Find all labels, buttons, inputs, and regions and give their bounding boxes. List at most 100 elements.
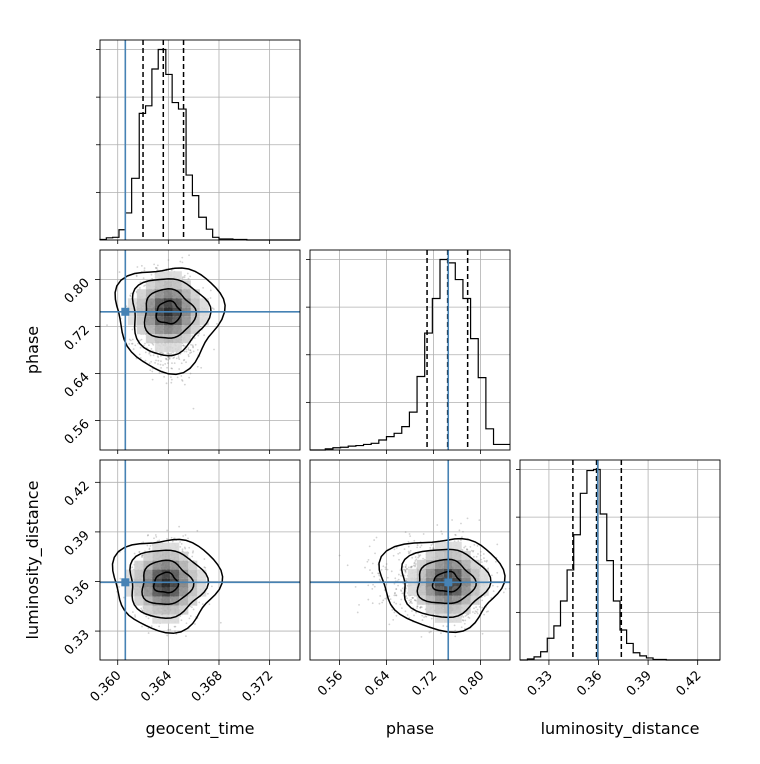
sample-point	[407, 540, 410, 543]
sample-point	[442, 625, 445, 627]
density-cell	[181, 298, 191, 308]
sample-point	[200, 366, 203, 369]
sample-point	[178, 358, 181, 361]
sample-point	[133, 552, 136, 555]
density-cell	[425, 568, 435, 578]
sample-point	[181, 277, 184, 279]
sample-point	[384, 597, 387, 600]
sample-point	[384, 566, 387, 569]
sample-point	[209, 297, 212, 299]
sample-point	[386, 576, 389, 579]
sample-point	[147, 534, 150, 536]
sample-point	[168, 357, 171, 360]
sample-point	[407, 545, 410, 548]
density-cell	[197, 578, 207, 588]
sample-point	[372, 583, 374, 586]
sample-point	[185, 635, 187, 638]
sample-point	[408, 599, 411, 602]
density-cell	[134, 560, 144, 570]
sample-point	[398, 558, 400, 561]
sample-point	[187, 353, 190, 356]
density-cell	[170, 560, 180, 570]
sample-point	[478, 606, 481, 608]
density-cell	[181, 316, 191, 326]
sample-point	[139, 346, 142, 349]
sample-point	[189, 605, 192, 608]
sample-point	[181, 550, 184, 552]
sample-point	[166, 538, 168, 540]
sample-point	[144, 284, 147, 287]
sample-point	[181, 379, 184, 382]
truth-marker	[121, 307, 130, 316]
density-cell	[197, 587, 207, 597]
sample-point	[375, 536, 378, 539]
sample-point	[472, 549, 475, 552]
sample-point	[404, 531, 407, 533]
sample-point	[382, 599, 385, 602]
density-cell	[470, 568, 480, 578]
sample-point	[393, 594, 396, 597]
sample-point	[422, 533, 425, 535]
density-cell	[154, 343, 164, 353]
sample-point	[473, 607, 475, 610]
sample-point	[485, 610, 488, 613]
density-cell	[190, 298, 200, 308]
sample-point	[412, 597, 415, 599]
sample-point	[393, 601, 396, 604]
sample-point	[473, 543, 476, 546]
sample-point	[457, 540, 460, 543]
sample-point	[166, 352, 169, 355]
sample-point	[496, 585, 499, 588]
sample-point	[208, 603, 211, 606]
sample-point	[400, 590, 403, 593]
density-cell	[452, 568, 462, 578]
sample-point	[106, 324, 108, 326]
sample-point	[419, 606, 422, 609]
sample-point	[393, 592, 396, 595]
sample-point	[405, 595, 407, 597]
sample-point	[338, 554, 341, 557]
sample-point	[184, 534, 187, 536]
sample-point	[397, 573, 400, 576]
sample-point	[164, 363, 167, 365]
sample-point	[140, 338, 143, 341]
sample-point	[485, 560, 488, 563]
density-cell	[425, 604, 435, 614]
sample-point	[364, 566, 366, 569]
sample-point	[211, 307, 214, 310]
sample-point	[144, 342, 146, 345]
sample-point	[188, 617, 191, 620]
sample-point	[177, 356, 180, 359]
sample-point	[123, 596, 125, 599]
sample-point	[141, 556, 143, 558]
density-cell	[179, 578, 189, 588]
density-cell	[152, 569, 162, 579]
density-cell	[188, 560, 198, 570]
sample-point	[474, 612, 476, 615]
sample-point	[137, 342, 139, 345]
density-cell	[152, 596, 162, 606]
sample-point	[192, 345, 194, 348]
density-cell	[152, 578, 162, 588]
density-cell	[434, 568, 444, 578]
sample-point	[404, 568, 406, 571]
sample-point	[472, 611, 474, 613]
sample-point	[181, 379, 183, 381]
density-cell	[197, 569, 207, 579]
sample-point	[129, 339, 132, 342]
density-cell	[172, 280, 182, 290]
density-cell	[434, 595, 444, 605]
density-cell	[434, 604, 444, 614]
sample-point	[187, 277, 190, 280]
sample-point	[165, 357, 168, 360]
sample-point	[202, 286, 205, 289]
density-cell	[416, 559, 426, 569]
sample-point	[395, 588, 398, 590]
sample-point	[152, 343, 155, 346]
sample-point	[466, 517, 469, 520]
sample-point	[378, 574, 381, 577]
sample-point	[191, 334, 193, 337]
sample-point	[394, 594, 397, 597]
density-cell	[461, 568, 471, 578]
sample-point	[413, 539, 416, 542]
